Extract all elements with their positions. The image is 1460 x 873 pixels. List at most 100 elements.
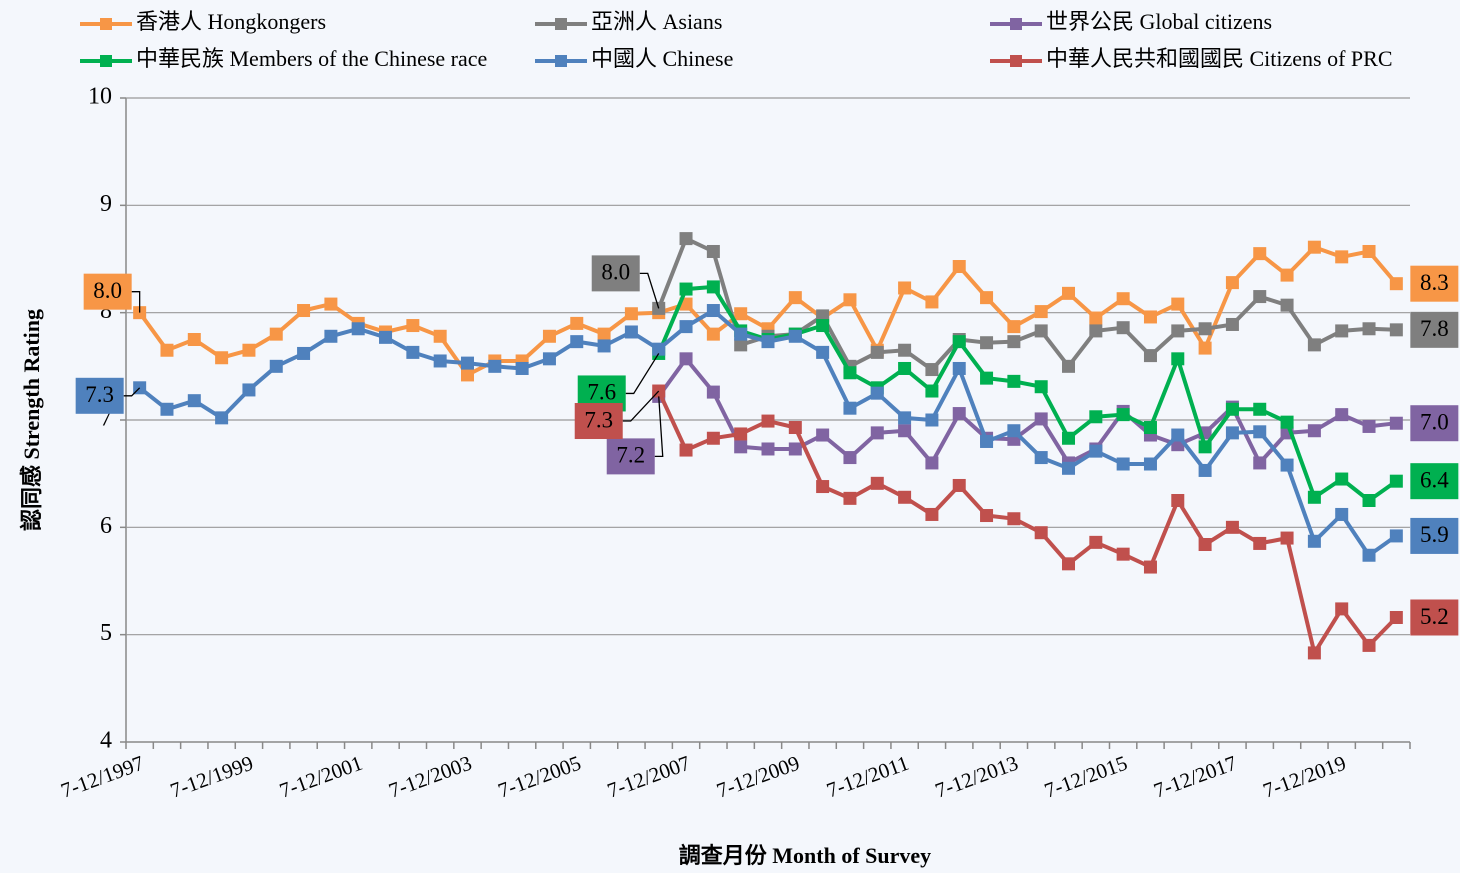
data-point bbox=[925, 456, 939, 470]
value-label-box bbox=[1410, 265, 1459, 302]
data-point bbox=[843, 491, 857, 505]
data-point bbox=[980, 434, 994, 448]
data-point bbox=[1062, 286, 1076, 300]
value-label-box bbox=[606, 438, 655, 475]
data-point bbox=[980, 371, 994, 385]
data-point bbox=[542, 352, 556, 366]
data-point bbox=[761, 335, 775, 349]
data-point bbox=[242, 383, 256, 397]
data-point bbox=[761, 414, 775, 428]
data-point bbox=[1362, 494, 1376, 507]
data-point bbox=[898, 343, 912, 357]
data-point bbox=[406, 345, 420, 359]
data-point bbox=[706, 327, 720, 341]
series-line bbox=[656, 390, 1398, 655]
data-point bbox=[1116, 457, 1130, 471]
data-point bbox=[1335, 324, 1349, 338]
data-point bbox=[1389, 610, 1403, 624]
data-point bbox=[1362, 322, 1376, 336]
legend-label: 中國人 Chinese bbox=[591, 46, 733, 71]
data-point bbox=[1007, 512, 1021, 526]
data-point bbox=[1225, 402, 1239, 416]
data-point bbox=[1198, 341, 1212, 355]
value-label: 7.8 bbox=[1420, 316, 1449, 341]
data-point bbox=[297, 304, 311, 318]
value-label-box bbox=[1410, 311, 1459, 348]
data-point bbox=[215, 411, 229, 425]
data-point bbox=[706, 280, 720, 294]
value-label-box bbox=[1410, 463, 1459, 500]
data-point bbox=[1171, 297, 1185, 311]
data-point bbox=[1089, 410, 1103, 424]
data-point bbox=[1389, 474, 1403, 488]
legend-label: 中華人民共和國國民 Citizens of PRC bbox=[1046, 46, 1393, 71]
data-point bbox=[1307, 240, 1321, 254]
data-point bbox=[843, 366, 857, 380]
data-point bbox=[269, 359, 283, 373]
data-point bbox=[898, 424, 912, 438]
data-point bbox=[925, 384, 939, 398]
data-point bbox=[980, 509, 994, 523]
data-point bbox=[788, 421, 802, 435]
value-label: 8.0 bbox=[601, 260, 630, 285]
data-point bbox=[379, 330, 393, 344]
data-point bbox=[187, 394, 201, 408]
data-point bbox=[1253, 425, 1267, 439]
data-point bbox=[570, 335, 584, 349]
x-axis-title: 調查月份 Month of Survey bbox=[679, 843, 931, 868]
value-label: 7.3 bbox=[584, 407, 613, 432]
legend-marker bbox=[555, 55, 567, 67]
legend-marker bbox=[1010, 18, 1022, 30]
data-point bbox=[624, 325, 638, 339]
data-point bbox=[433, 354, 447, 368]
data-point bbox=[187, 333, 201, 346]
value-label-box bbox=[75, 377, 124, 414]
value-label: 5.9 bbox=[1420, 522, 1449, 547]
data-point bbox=[1362, 548, 1376, 562]
data-point bbox=[870, 386, 884, 400]
label-leader bbox=[654, 396, 664, 458]
data-point bbox=[1335, 507, 1349, 521]
data-point bbox=[1307, 424, 1321, 438]
data-point bbox=[1362, 638, 1376, 652]
data-point bbox=[1198, 463, 1212, 477]
data-point bbox=[925, 413, 939, 427]
data-point bbox=[242, 343, 256, 357]
data-point bbox=[1143, 310, 1157, 324]
data-point bbox=[1225, 520, 1239, 534]
data-point bbox=[1062, 359, 1076, 373]
value-label-box bbox=[591, 255, 640, 292]
data-point bbox=[898, 490, 912, 504]
data-point bbox=[488, 359, 502, 373]
data-point bbox=[460, 356, 474, 370]
legend-marker bbox=[1010, 55, 1022, 67]
data-point bbox=[679, 443, 693, 457]
data-point bbox=[952, 260, 966, 274]
data-point bbox=[1089, 311, 1103, 325]
data-point bbox=[1225, 426, 1239, 440]
data-point bbox=[1307, 646, 1321, 660]
data-point bbox=[788, 442, 802, 456]
data-point bbox=[734, 338, 748, 352]
y-tick-label: 6 bbox=[100, 513, 112, 539]
data-point bbox=[1389, 416, 1403, 430]
data-point bbox=[679, 320, 693, 334]
data-point bbox=[1362, 244, 1376, 258]
value-label: 6.4 bbox=[1420, 467, 1449, 492]
data-point bbox=[843, 401, 857, 415]
value-label-box bbox=[1410, 405, 1459, 442]
value-label: 8.0 bbox=[93, 278, 122, 303]
data-point bbox=[843, 293, 857, 307]
data-point bbox=[351, 322, 365, 336]
data-point bbox=[1280, 298, 1294, 312]
data-point bbox=[870, 426, 884, 440]
value-label: 5.2 bbox=[1420, 604, 1449, 629]
data-point bbox=[1116, 292, 1130, 306]
data-point bbox=[952, 335, 966, 349]
data-point bbox=[952, 478, 966, 492]
data-point bbox=[570, 316, 584, 330]
data-point bbox=[734, 327, 748, 341]
data-point bbox=[980, 291, 994, 305]
data-point bbox=[1116, 321, 1130, 335]
data-point bbox=[1034, 412, 1048, 426]
